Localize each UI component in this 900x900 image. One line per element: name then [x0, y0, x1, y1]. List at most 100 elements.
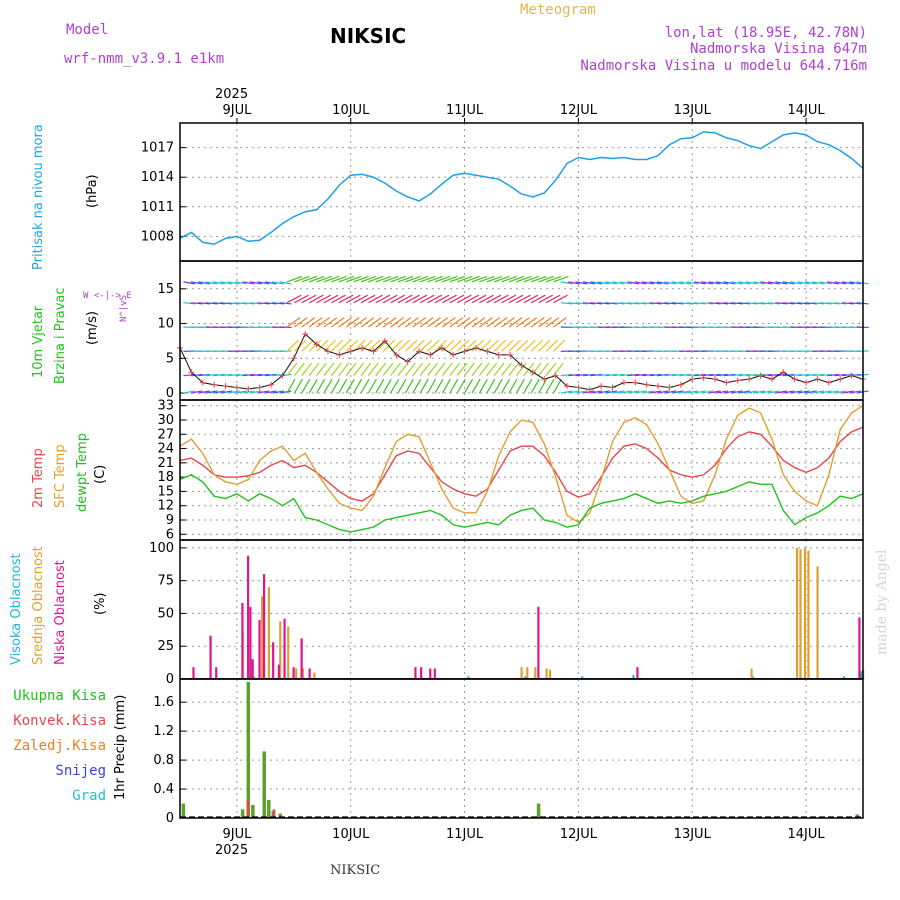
- wind-barb: [723, 390, 736, 394]
- wind-barb: [649, 373, 662, 377]
- day-label-top: 9JUL: [222, 103, 252, 118]
- wind-barb: [827, 373, 840, 377]
- wind-barb: [590, 302, 603, 305]
- wind-barb: [782, 281, 795, 285]
- wind-barb: [464, 339, 477, 352]
- wind-barb: [434, 294, 450, 304]
- wind-barb: [405, 275, 421, 283]
- wind-gust-marker: [370, 348, 377, 355]
- wind-barb: [590, 390, 603, 394]
- wind-barb: [471, 294, 487, 304]
- wind-barb: [249, 390, 262, 394]
- wind-compass-vertical: N^|vS: [119, 295, 129, 322]
- wind-barb: [345, 317, 360, 328]
- wind-barb: [708, 390, 721, 394]
- y-tick-label: 0.8: [153, 753, 174, 768]
- wind-gust-marker: [655, 383, 662, 390]
- wind-barb: [382, 294, 398, 304]
- wind-barb: [664, 390, 677, 394]
- wind-barb: [353, 275, 369, 283]
- mid-cloud-bar: [816, 566, 819, 679]
- wind-barb: [760, 281, 773, 285]
- wind-gust-marker: [620, 379, 627, 386]
- wind-gust-marker: [837, 376, 844, 383]
- wind-barb: [375, 294, 391, 304]
- wind-barb: [508, 362, 520, 377]
- temp-label-c: dewpt Temp: [75, 433, 90, 512]
- wind-barb: [478, 362, 490, 377]
- y-tick-label: 1008: [141, 229, 174, 244]
- wind-barb: [367, 378, 377, 394]
- low-cloud-bar: [251, 659, 254, 679]
- wind-barb: [293, 378, 303, 394]
- wind-barb: [286, 294, 302, 304]
- wind-gust-marker: [518, 362, 525, 369]
- wind-barb: [597, 373, 610, 377]
- wind-barb: [308, 378, 318, 394]
- wind-barb: [553, 275, 569, 283]
- high-cloud-bar: [632, 675, 635, 679]
- wind-barb: [730, 373, 743, 377]
- wind-barb: [227, 390, 240, 394]
- wind-barb: [523, 294, 539, 304]
- pressure-line: [179, 131, 864, 246]
- day-label-bottom: 10JUL: [332, 827, 370, 842]
- wind-barb: [560, 281, 573, 285]
- low-cloud-bar: [433, 668, 436, 679]
- wind-barb: [568, 302, 581, 305]
- wind-barb: [679, 281, 692, 285]
- wind-gust-marker: [245, 385, 252, 392]
- wind-barb: [330, 378, 340, 394]
- wind-barb: [605, 373, 618, 377]
- day-label-top: 11JUL: [446, 103, 484, 118]
- y-tick-label: 15: [157, 282, 174, 297]
- wind-barb: [479, 294, 494, 304]
- wind-barb: [508, 317, 523, 328]
- elevation-label: Nadmorska Visina 647m: [690, 41, 867, 57]
- wind-barb: [264, 390, 277, 394]
- wind-barb: [834, 390, 847, 394]
- wind-barb: [301, 317, 316, 328]
- temp-unit: (C): [93, 465, 108, 484]
- wind-barb: [419, 362, 431, 377]
- wind-barb: [434, 339, 447, 352]
- wind-barb: [382, 317, 397, 328]
- wind-barb: [619, 373, 632, 377]
- wind-gust-marker: [564, 383, 571, 390]
- wind-barb: [597, 390, 610, 394]
- wind-barb: [375, 362, 387, 377]
- wind-barb: [471, 378, 481, 394]
- wind-barb: [642, 281, 655, 285]
- low-cloud-bar: [300, 638, 303, 679]
- wind-barb: [183, 390, 196, 394]
- wind-barb: [449, 378, 459, 394]
- wind-barb: [745, 302, 758, 305]
- wind-barb: [471, 362, 483, 377]
- wind-barb: [642, 302, 655, 305]
- wind-barb: [286, 275, 303, 283]
- wind-barb: [390, 275, 406, 283]
- wind-barb: [671, 390, 684, 394]
- wind-barb: [523, 317, 538, 328]
- wind-barb: [264, 302, 277, 305]
- wind-barb: [279, 302, 292, 305]
- wind-gust-marker: [188, 369, 195, 376]
- wind-barb: [405, 317, 419, 328]
- wind-barb: [404, 362, 416, 377]
- wind-barb: [272, 281, 285, 285]
- wind-barb: [427, 275, 443, 283]
- high-cloud-bar: [467, 676, 470, 679]
- wind-barb: [323, 339, 336, 352]
- wind-gust-marker: [268, 381, 275, 388]
- wind-barb: [738, 390, 751, 394]
- wind-barb: [198, 281, 211, 285]
- wind-barb: [568, 281, 581, 285]
- wind-barb: [456, 378, 466, 394]
- wind-barb: [553, 294, 568, 304]
- wind-barb: [412, 362, 424, 377]
- wind-barb: [745, 390, 758, 394]
- wind-gust-marker: [689, 376, 696, 383]
- year-label-top: 2025: [215, 87, 248, 102]
- wind-barb: [279, 390, 292, 394]
